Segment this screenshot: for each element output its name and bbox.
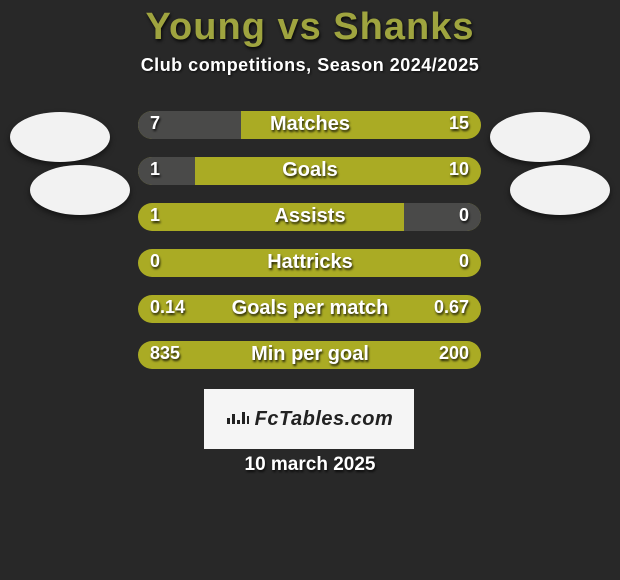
source-badge-label: FcTables.com [255,408,394,431]
barchart-icon [225,407,249,431]
date-label: 10 march 2025 [0,454,620,476]
stat-row: 00Hattricks [0,241,620,287]
stat-label: Goals [0,159,620,182]
stat-row: 715Matches [0,103,620,149]
stat-row: 110Goals [0,149,620,195]
stat-label: Assists [0,205,620,228]
stat-label: Goals per match [0,297,620,320]
stat-row: 835200Min per goal [0,333,620,379]
stat-label: Matches [0,113,620,136]
stat-row: 10Assists [0,195,620,241]
subtitle: Club competitions, Season 2024/2025 [0,55,620,76]
stat-row: 0.140.67Goals per match [0,287,620,333]
stat-label: Hattricks [0,251,620,274]
stat-label: Min per goal [0,343,620,366]
page-title: Young vs Shanks [0,0,620,49]
source-badge: FcTables.com [204,389,414,449]
